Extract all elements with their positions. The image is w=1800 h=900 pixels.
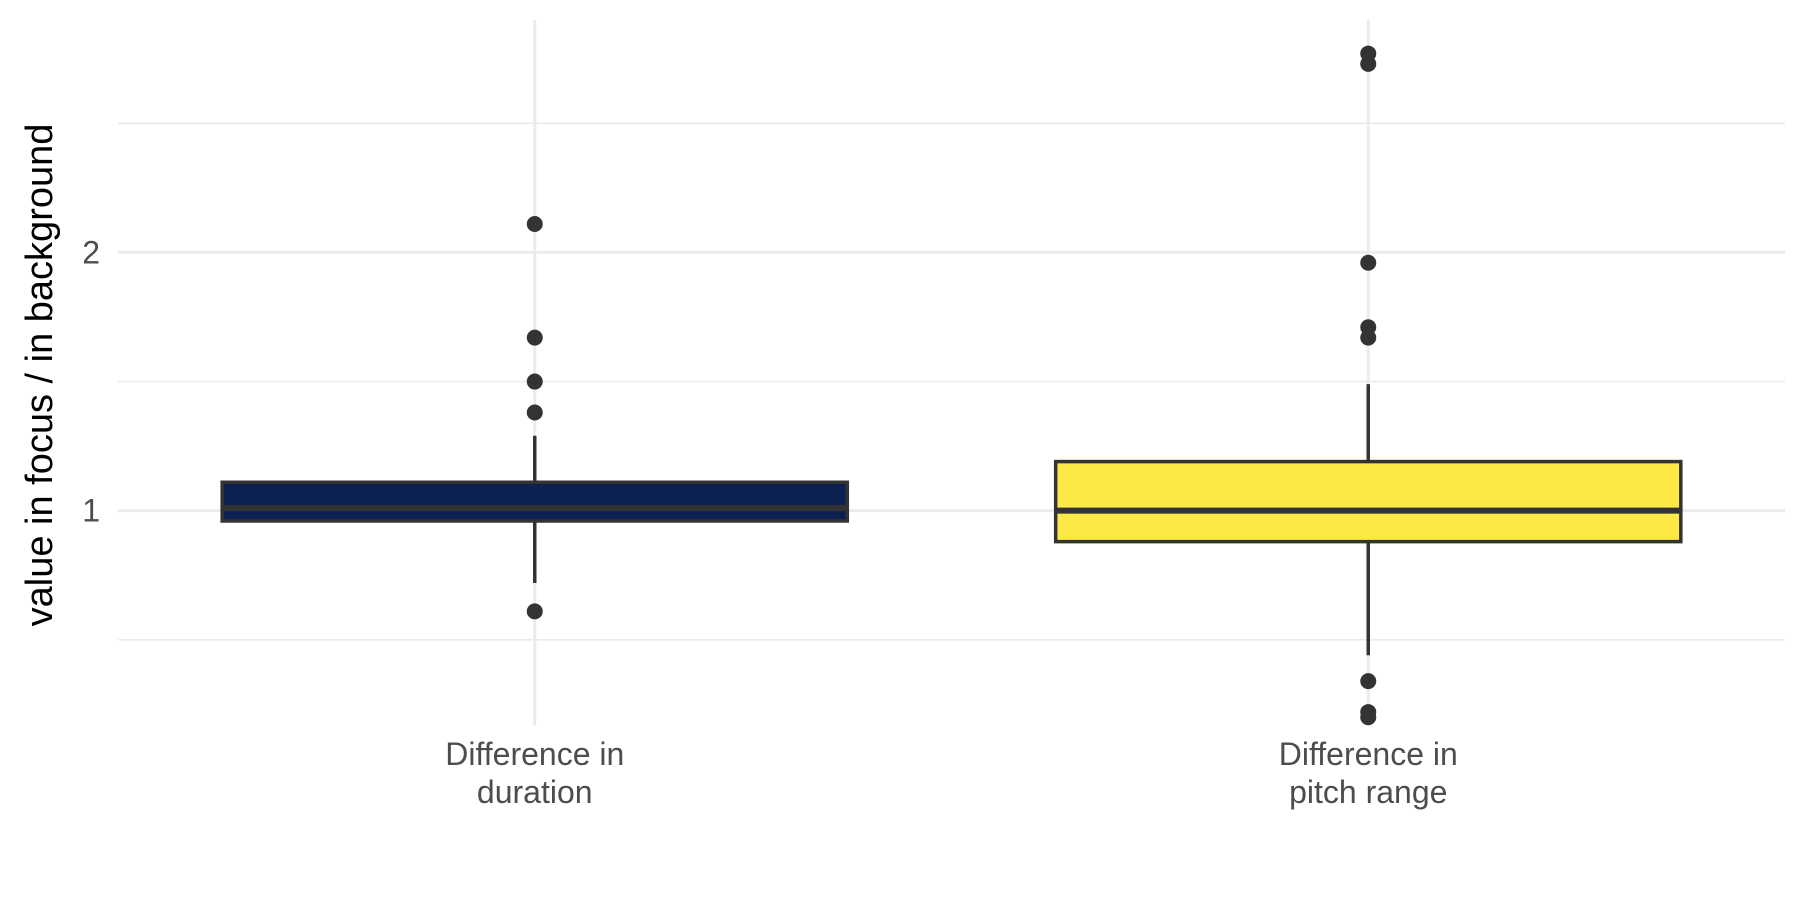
outlier-point — [526, 216, 543, 233]
outlier-point — [526, 404, 543, 421]
x-tick-label-line: duration — [477, 774, 593, 810]
x-tick-label-line: pitch range — [1289, 774, 1447, 810]
outlier-point — [1360, 673, 1377, 690]
grid-layer — [118, 20, 1785, 725]
boxplot-group — [220, 216, 850, 620]
x-tick-label: Difference in pitch range — [1279, 736, 1458, 810]
x-tick-label-line: Difference in — [445, 736, 624, 772]
box-iqr — [1053, 459, 1683, 544]
y-tick-labels: 12 — [82, 234, 100, 528]
x-tick-label-line: Difference in — [1279, 736, 1458, 772]
box-iqr — [220, 480, 850, 523]
outlier-point — [526, 603, 543, 620]
x-tick-label: Difference in duration — [445, 736, 624, 810]
y-tick-label: 2 — [82, 234, 100, 270]
y-axis-title: value in focus / in background — [19, 124, 61, 627]
outlier-point — [1360, 254, 1377, 271]
y-tick-label: 1 — [82, 493, 100, 529]
outlier-point — [1360, 319, 1377, 336]
outlier-point — [526, 373, 543, 390]
boxplot-group — [1053, 45, 1683, 726]
outlier-point — [526, 329, 543, 346]
outlier-point — [1360, 45, 1377, 62]
box-layer — [220, 45, 1683, 726]
outlier-point — [1360, 704, 1377, 721]
